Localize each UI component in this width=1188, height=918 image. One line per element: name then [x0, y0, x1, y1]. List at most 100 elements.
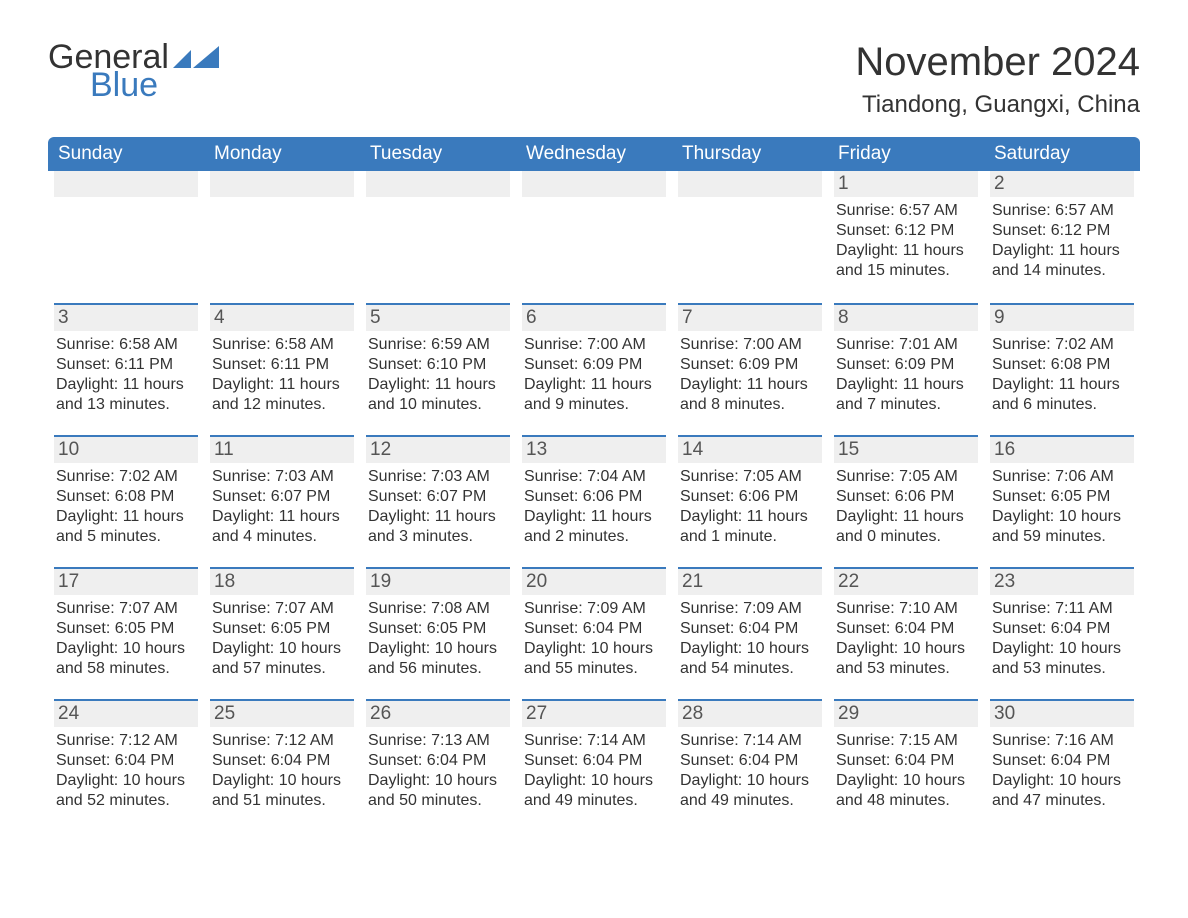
- day-line: Sunset: 6:04 PM: [524, 751, 664, 771]
- day-number: 1: [834, 171, 978, 197]
- day-content: Sunrise: 7:05 AMSunset: 6:06 PMDaylight:…: [678, 463, 822, 547]
- day-number: 18: [210, 569, 354, 595]
- calendar-cell: 30Sunrise: 7:16 AMSunset: 6:04 PMDayligh…: [984, 699, 1140, 831]
- day-line: Sunset: 6:04 PM: [680, 751, 820, 771]
- day-line: Daylight: 11 hours and 13 minutes.: [56, 375, 196, 415]
- day-line: Sunrise: 7:12 AM: [212, 731, 352, 751]
- calendar-cell: .: [48, 171, 204, 303]
- day-number: 17: [54, 569, 198, 595]
- day-line: Sunset: 6:11 PM: [56, 355, 196, 375]
- day-line: Sunrise: 6:57 AM: [992, 201, 1132, 221]
- day-content: Sunrise: 7:02 AMSunset: 6:08 PMDaylight:…: [990, 331, 1134, 415]
- calendar-cell: 3 Sunrise: 6:58 AMSunset: 6:11 PMDaylight…: [48, 303, 204, 435]
- day-number: 7: [678, 305, 822, 331]
- day-line: Sunset: 6:12 PM: [992, 221, 1132, 241]
- day-number: 3: [54, 305, 198, 331]
- day-line: Sunset: 6:05 PM: [368, 619, 508, 639]
- day-line: Sunset: 6:08 PM: [56, 487, 196, 507]
- calendar-cell: 6Sunrise: 7:00 AMSunset: 6:09 PMDaylight…: [516, 303, 672, 435]
- calendar-cell: 19Sunrise: 7:08 AMSunset: 6:05 PMDayligh…: [360, 567, 516, 699]
- day-line: Sunrise: 7:06 AM: [992, 467, 1132, 487]
- day-line: Sunset: 6:04 PM: [836, 751, 976, 771]
- col-friday: Friday: [828, 137, 984, 171]
- day-line: Sunset: 6:12 PM: [836, 221, 976, 241]
- day-line: Daylight: 11 hours and 5 minutes.: [56, 507, 196, 547]
- day-number: 16: [990, 437, 1134, 463]
- day-number: 29: [834, 701, 978, 727]
- day-number: 22: [834, 569, 978, 595]
- day-line: Daylight: 10 hours and 59 minutes.: [992, 507, 1132, 547]
- day-line: Sunset: 6:07 PM: [212, 487, 352, 507]
- day-number: 6: [522, 305, 666, 331]
- day-number: 15: [834, 437, 978, 463]
- day-line: Daylight: 10 hours and 50 minutes.: [368, 771, 508, 811]
- calendar-cell: 21Sunrise: 7:09 AMSunset: 6:04 PMDayligh…: [672, 567, 828, 699]
- day-line: Sunset: 6:04 PM: [680, 619, 820, 639]
- day-content: Sunrise: 7:01 AMSunset: 6:09 PMDaylight:…: [834, 331, 978, 415]
- calendar-cell: 13Sunrise: 7:04 AMSunset: 6:06 PMDayligh…: [516, 435, 672, 567]
- day-content: Sunrise: 7:11 AMSunset: 6:04 PMDaylight:…: [990, 595, 1134, 679]
- calendar-cell: 14Sunrise: 7:05 AMSunset: 6:06 PMDayligh…: [672, 435, 828, 567]
- day-line: Daylight: 11 hours and 10 minutes.: [368, 375, 508, 415]
- day-content: Sunrise: 7:15 AMSunset: 6:04 PMDaylight:…: [834, 727, 978, 811]
- day-line: Sunrise: 7:14 AM: [524, 731, 664, 751]
- calendar-week: 3Sunrise: 6:58 AMSunset: 6:11 PMDaylight…: [48, 303, 1140, 435]
- header: General Blue November 2024 Tiandong, Gua…: [48, 40, 1140, 129]
- day-line: Daylight: 10 hours and 56 minutes.: [368, 639, 508, 679]
- day-line: Daylight: 11 hours and 0 minutes.: [836, 507, 976, 547]
- day-line: Sunrise: 6:58 AM: [56, 335, 196, 355]
- day-content: Sunrise: 6:57 AMSunset: 6:12 PMDaylight:…: [834, 197, 978, 281]
- day-content: Sunrise: 7:03 AMSunset: 6:07 PMDaylight:…: [366, 463, 510, 547]
- day-number: 21: [678, 569, 822, 595]
- day-content: Sunrise: 7:12 AMSunset: 6:04 PMDaylight:…: [54, 727, 198, 811]
- day-line: Sunset: 6:05 PM: [56, 619, 196, 639]
- day-content: Sunrise: 7:00 AMSunset: 6:09 PMDaylight:…: [522, 331, 666, 415]
- calendar-cell: 24Sunrise: 7:12 AMSunset: 6:04 PMDayligh…: [48, 699, 204, 831]
- day-line: Daylight: 10 hours and 53 minutes.: [836, 639, 976, 679]
- day-number: 10: [54, 437, 198, 463]
- day-content: Sunrise: 7:12 AMSunset: 6:04 PMDaylight:…: [210, 727, 354, 811]
- calendar-cell: 4Sunrise: 6:58 AMSunset: 6:11 PMDaylight…: [204, 303, 360, 435]
- day-content: [366, 197, 510, 201]
- day-line: Sunrise: 7:04 AM: [524, 467, 664, 487]
- col-tuesday: Tuesday: [360, 137, 516, 171]
- day-number: .: [522, 171, 666, 197]
- day-line: Sunrise: 7:16 AM: [992, 731, 1132, 751]
- day-number: .: [678, 171, 822, 197]
- logo-icon: [173, 46, 219, 68]
- page-title: November 2024: [855, 40, 1140, 85]
- day-line: Sunset: 6:04 PM: [524, 619, 664, 639]
- day-line: Daylight: 10 hours and 47 minutes.: [992, 771, 1132, 811]
- calendar-cell: 22Sunrise: 7:10 AMSunset: 6:04 PMDayligh…: [828, 567, 984, 699]
- day-line: Sunrise: 7:05 AM: [680, 467, 820, 487]
- day-line: Sunrise: 7:05 AM: [836, 467, 976, 487]
- day-line: Daylight: 11 hours and 7 minutes.: [836, 375, 976, 415]
- logo-text-2: Blue: [90, 68, 219, 102]
- day-content: [678, 197, 822, 201]
- calendar-week: 17Sunrise: 7:07 AMSunset: 6:05 PMDayligh…: [48, 567, 1140, 699]
- calendar-cell: 17Sunrise: 7:07 AMSunset: 6:05 PMDayligh…: [48, 567, 204, 699]
- col-wednesday: Wednesday: [516, 137, 672, 171]
- day-line: Daylight: 11 hours and 6 minutes.: [992, 375, 1132, 415]
- day-content: Sunrise: 7:06 AMSunset: 6:05 PMDaylight:…: [990, 463, 1134, 547]
- calendar-cell: 25Sunrise: 7:12 AMSunset: 6:04 PMDayligh…: [204, 699, 360, 831]
- calendar-cell: 5Sunrise: 6:59 AMSunset: 6:10 PMDaylight…: [360, 303, 516, 435]
- day-line: Daylight: 10 hours and 54 minutes.: [680, 639, 820, 679]
- day-number: .: [210, 171, 354, 197]
- day-number: 12: [366, 437, 510, 463]
- logo: General Blue: [48, 40, 219, 102]
- calendar-cell: 8Sunrise: 7:01 AMSunset: 6:09 PMDaylight…: [828, 303, 984, 435]
- day-line: Daylight: 11 hours and 9 minutes.: [524, 375, 664, 415]
- day-number: 25: [210, 701, 354, 727]
- day-content: [210, 197, 354, 201]
- day-number: 9: [990, 305, 1134, 331]
- day-line: Sunset: 6:04 PM: [212, 751, 352, 771]
- col-saturday: Saturday: [984, 137, 1140, 171]
- calendar-cell: 7Sunrise: 7:00 AMSunset: 6:09 PMDaylight…: [672, 303, 828, 435]
- day-number: 4: [210, 305, 354, 331]
- day-line: Sunrise: 6:58 AM: [212, 335, 352, 355]
- day-line: Sunrise: 7:07 AM: [212, 599, 352, 619]
- calendar-cell: 18Sunrise: 7:07 AMSunset: 6:05 PMDayligh…: [204, 567, 360, 699]
- day-line: Daylight: 10 hours and 49 minutes.: [680, 771, 820, 811]
- day-number: 2: [990, 171, 1134, 197]
